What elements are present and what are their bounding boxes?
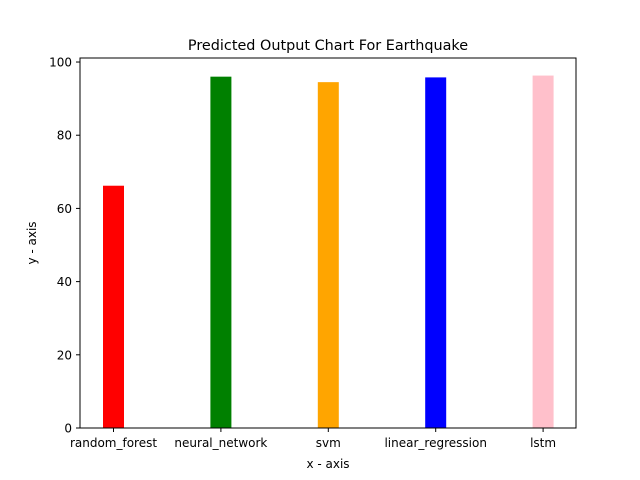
y-tick-label: 0 xyxy=(64,422,72,436)
chart-title: Predicted Output Chart For Earthquake xyxy=(188,38,468,54)
bars-group xyxy=(103,75,554,429)
y-tick-label: 60 xyxy=(57,202,72,216)
y-axis-label: y - axis xyxy=(25,221,39,264)
x-tick-label: svm xyxy=(316,436,341,450)
x-tick-label: linear_regression xyxy=(384,436,486,450)
bar-linear-regression xyxy=(425,77,447,428)
y-tick-label: 80 xyxy=(57,129,72,143)
bar-svm xyxy=(317,82,339,429)
y-tick-label: 100 xyxy=(49,56,72,70)
x-tick-label: neural_network xyxy=(174,436,267,450)
y-tick-label: 20 xyxy=(57,348,72,362)
bar-random-forest xyxy=(103,185,124,428)
x-axis-ticks: random_forest neural_network svm linear_reg… xyxy=(70,428,556,450)
y-tick-label: 40 xyxy=(57,275,72,289)
x-tick-label: lstm xyxy=(530,436,556,450)
x-axis-label: x - axis xyxy=(306,457,349,471)
bar-neural-network xyxy=(210,76,232,429)
y-axis-ticks: 0 20 40 60 80 100 xyxy=(49,56,80,436)
bar-lstm xyxy=(532,75,554,428)
x-tick-label: random_forest xyxy=(70,436,157,450)
